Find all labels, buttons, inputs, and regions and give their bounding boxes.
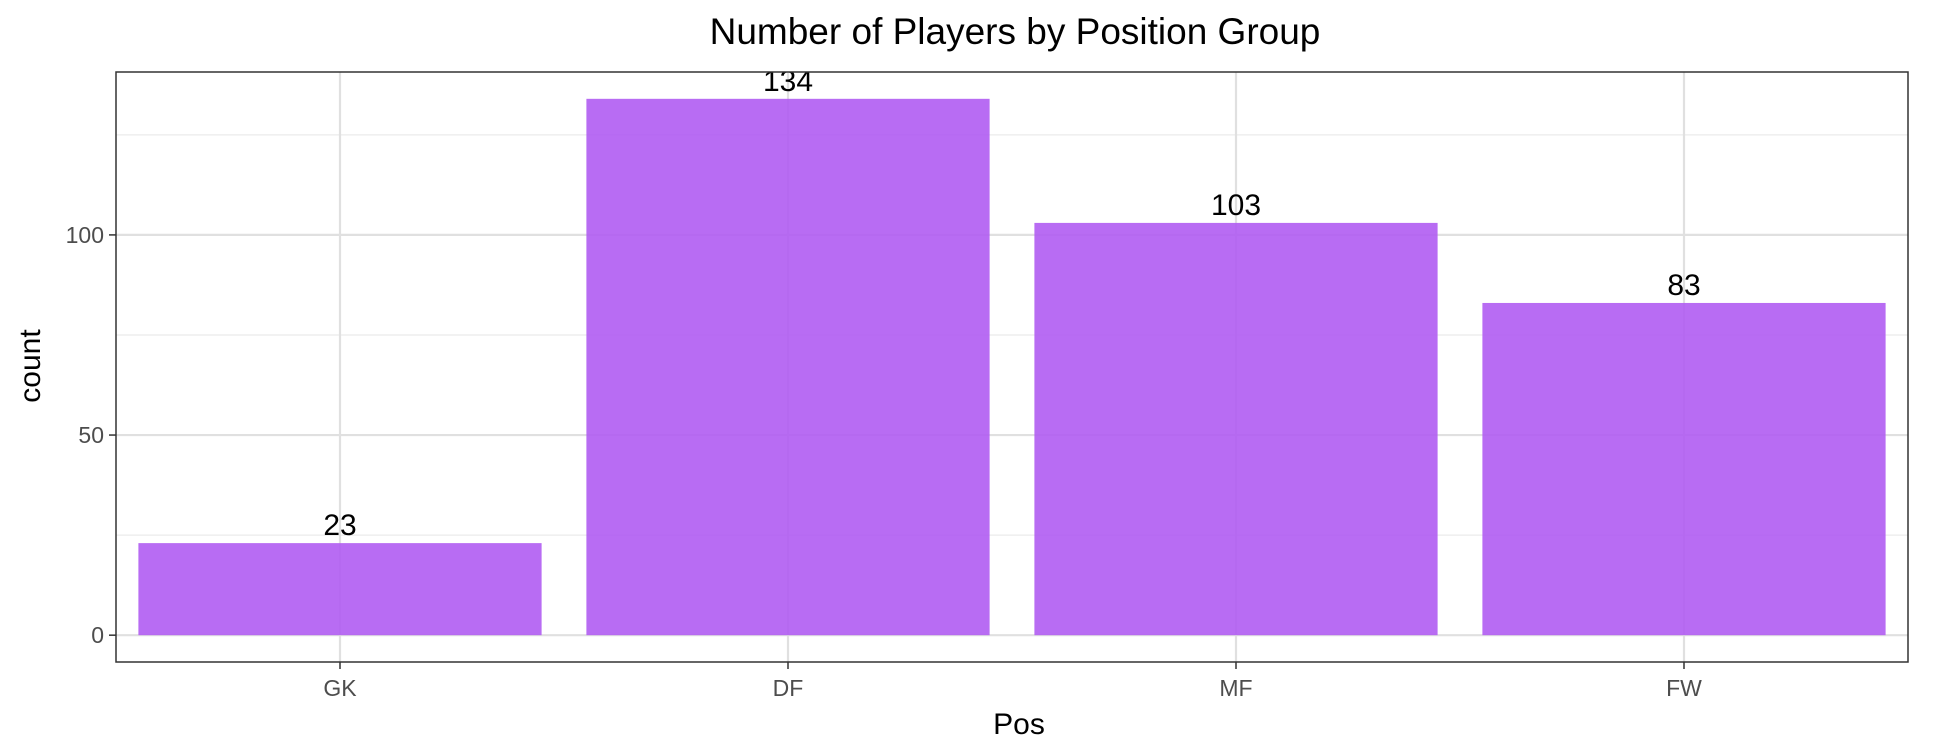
- y-tick-label: 0: [91, 622, 104, 648]
- data-label-gk: 23: [323, 509, 356, 542]
- x-tick-label-gk: GK: [323, 675, 357, 701]
- plot-panel: 23 134 103 83 0 50 100 GK DF MF FW: [66, 65, 1909, 701]
- x-tick-label-df: DF: [773, 675, 804, 701]
- y-tick-label: 100: [66, 222, 104, 248]
- data-label-fw: 83: [1667, 269, 1700, 302]
- panel-border: [115, 71, 1909, 663]
- x-axis-title: Pos: [993, 708, 1045, 741]
- data-label-df: 134: [763, 65, 813, 98]
- bar-mf: [1034, 222, 1438, 636]
- data-label-mf: 103: [1211, 189, 1261, 222]
- bar-gk: [138, 543, 542, 636]
- x-tick-label-fw: FW: [1666, 675, 1702, 701]
- y-axis-title: count: [14, 329, 47, 403]
- bar-fw: [1482, 302, 1886, 636]
- chart-title: Number of Players by Position Group: [710, 11, 1321, 52]
- x-tick-label-mf: MF: [1219, 675, 1252, 701]
- bar-df: [586, 98, 990, 636]
- y-tick-label: 50: [78, 422, 104, 448]
